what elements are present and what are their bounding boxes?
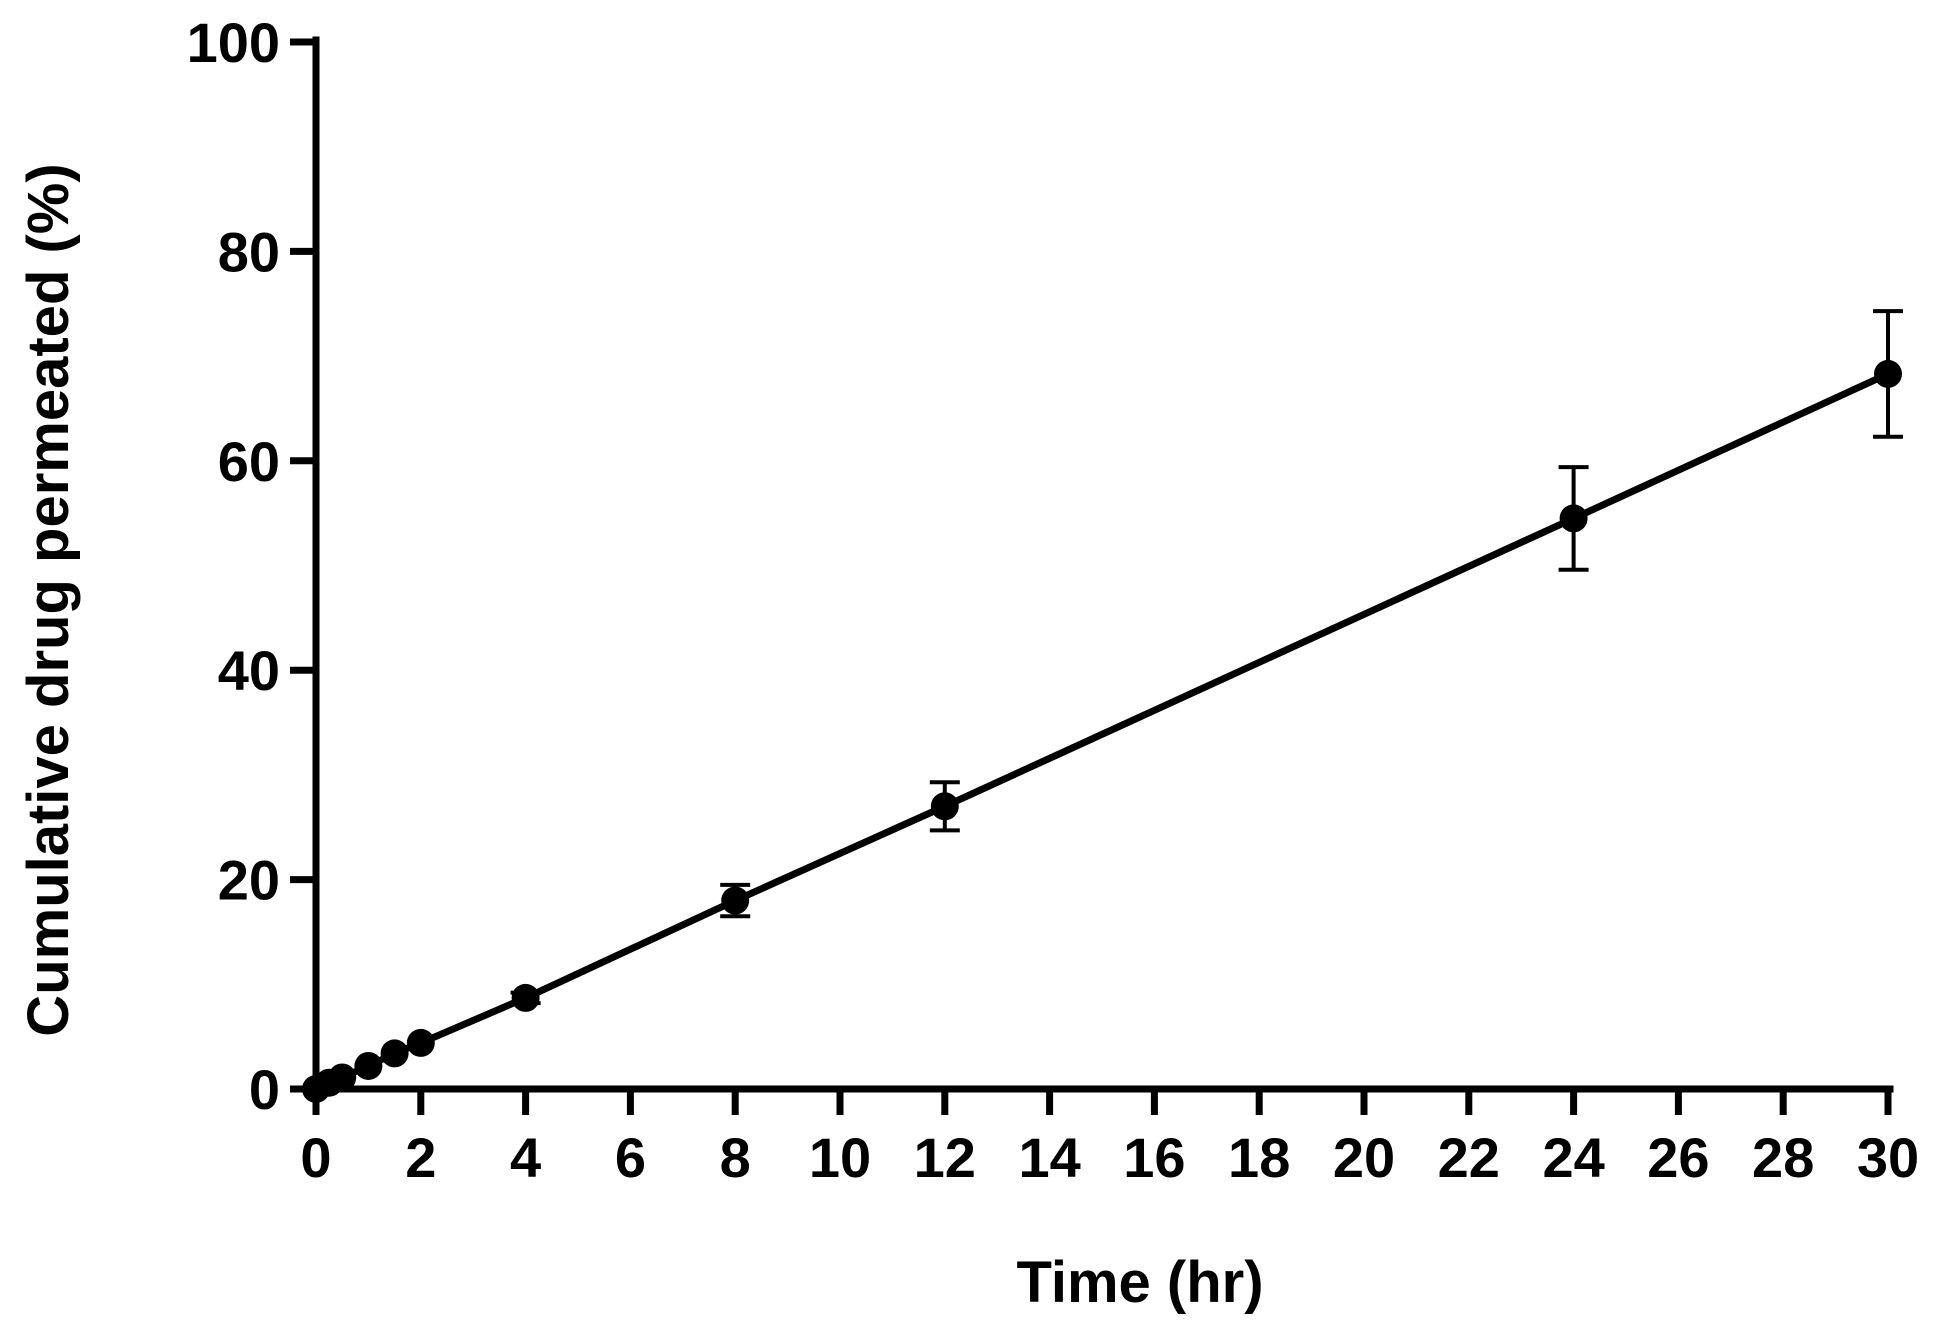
x-tick-label: 24 [1542, 1126, 1604, 1189]
x-tick-label: 26 [1647, 1126, 1709, 1189]
data-point [354, 1051, 383, 1080]
x-tick-label: 10 [809, 1126, 871, 1189]
data-point [1559, 504, 1588, 533]
data-point [1874, 359, 1902, 388]
data-point [380, 1039, 409, 1068]
x-tick-label: 18 [1228, 1126, 1290, 1189]
y-tick-label: 60 [218, 430, 280, 493]
data-point [721, 886, 750, 915]
x-tick-label: 0 [300, 1126, 331, 1189]
x-tick-label: 2 [405, 1126, 436, 1189]
x-tick-label: 14 [1018, 1126, 1080, 1189]
x-tick-label: 6 [615, 1126, 646, 1189]
y-tick-label: 20 [218, 849, 280, 912]
data-point [328, 1063, 357, 1092]
y-tick-label: 40 [218, 639, 280, 702]
y-axis-title: Cumulative drug permeated (%) [16, 163, 81, 1036]
data-point [930, 792, 959, 821]
data-point [511, 983, 540, 1012]
x-tick-label: 12 [914, 1126, 976, 1189]
x-tick-label: 22 [1438, 1126, 1500, 1189]
series-line [314, 370, 1890, 1093]
x-tick-label: 30 [1857, 1126, 1919, 1189]
series-layer [302, 309, 1903, 1103]
y-tick-label: 80 [218, 220, 280, 283]
data-point [406, 1028, 435, 1057]
x-tick-label: 20 [1333, 1126, 1395, 1189]
y-tick-label: 100 [187, 11, 280, 74]
y-tick-label: 0 [249, 1058, 280, 1121]
x-tick-label: 16 [1123, 1126, 1185, 1189]
x-axis-title: Time (hr) [1016, 1250, 1263, 1315]
x-tick-label: 28 [1752, 1126, 1814, 1189]
x-tick-label: 8 [720, 1126, 751, 1189]
x-tick-label: 4 [510, 1126, 541, 1189]
